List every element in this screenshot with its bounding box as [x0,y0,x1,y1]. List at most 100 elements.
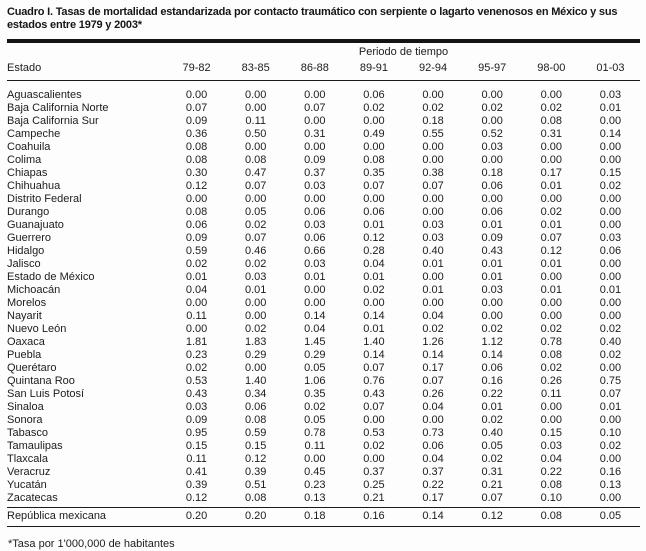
rate-cell: 0.02 [185,362,208,374]
rate-cell: 0.00 [422,141,444,153]
table-title: Cuadro I. Tasas de mortalidad estandariz… [7,6,618,31]
rate-cell: 0.39 [185,479,208,491]
rate-cell: 0.06 [363,206,385,218]
period-column-header: 92-94 [403,60,463,81]
rate-cell: 1.40 [244,375,267,387]
state-name-cell: Guerrero [7,232,52,244]
rate-cell: 0.03 [481,284,503,296]
rate-cell: 0.01 [422,258,444,270]
period-group-row: Periodo de tiempo [7,43,640,60]
rate-cell: 0.14 [403,507,463,527]
table-row: Quintana Roo 0.53 1.40 1.06 0.76 0.07 0.16 0.26… [7,375,640,388]
rate-cell: 0.14 [363,349,385,361]
table-row: Baja California Sur 0.09 0.11 0.00 0.00 0.18 0… [7,115,640,128]
state-name-cell: Yucatán [7,479,47,491]
rate-cell: 0.01 [363,271,385,283]
top-rule [7,39,640,43]
state-name-cell: Sinaloa [7,401,44,413]
rate-cell: 0.02 [363,102,385,114]
rate-cell: 0.00 [599,492,622,504]
rate-cell: 0.00 [481,89,503,101]
rate-cell: 0.00 [422,271,444,283]
rate-cell: 0.40 [422,245,444,257]
period-column-header: 98-00 [521,60,581,81]
rate-cell: 0.08 [185,141,208,153]
rate-cell: 0.41 [185,466,208,478]
rate-cell: 0.20 [167,507,227,527]
rate-cell: 0.12 [244,453,267,465]
rate-cell: 0.02 [481,453,503,465]
table-row: Estado de México 0.01 0.03 0.01 0.01 0.00 0.01… [7,271,640,284]
rate-cell: 0.00 [304,89,326,101]
period-group-header: Periodo de tiempo [358,46,449,58]
rate-cell: 0.15 [540,427,563,439]
rate-cell: 0.03 [422,232,444,244]
table-row: Sinaloa 0.03 0.06 0.02 0.07 0.04 0.01 0.00 0.01 [7,401,640,414]
column-header-row: Estado 79-82 83-85 86-88 89-91 92-94 95-… [7,60,640,81]
table-row: Durango 0.08 0.05 0.06 0.06 0.00 0.06 0.02 0.00 [7,206,640,219]
rate-cell: 0.00 [185,323,208,335]
rate-cell: 0.00 [599,453,622,465]
rate-cell: 0.00 [304,297,326,309]
rate-cell: 0.55 [422,128,444,140]
rate-cell: 0.06 [599,245,622,257]
rate-cell: 0.59 [185,245,208,257]
table-row: Aguascalientes 0.00 0.00 0.00 0.06 0.00 0.00 0.… [7,81,640,103]
rate-cell: 0.00 [185,193,208,205]
rate-cell: 0.01 [481,401,503,413]
rate-cell: 0.00 [422,89,444,101]
rate-cell: 0.02 [540,362,563,374]
rate-cell: 0.17 [422,362,444,374]
rate-cell: 0.15 [599,167,622,179]
rate-cell: 0.01 [363,219,385,231]
table-row: Tabasco 0.95 0.59 0.78 0.53 0.73 0.40 0.15 0.10 [7,427,640,440]
table-row: Zacatecas 0.12 0.08 0.13 0.21 0.17 0.07 0.10 0.0… [7,492,640,508]
state-name-cell: Jalisco [7,258,41,270]
summary-row: República mexicana 0.20 0.20 0.18 0.16 0.14 0.… [7,507,640,527]
rate-cell: 0.02 [599,180,622,192]
rate-cell: 0.02 [363,440,385,452]
rate-cell: 0.00 [244,310,267,322]
rate-cell: 0.03 [244,271,267,283]
rate-cell: 0.31 [481,466,503,478]
rate-cell: 0.26 [422,388,444,400]
table-row: Yucatán 0.39 0.51 0.23 0.25 0.22 0.21 0.08 0.13 [7,479,640,492]
rate-cell: 0.02 [540,206,563,218]
rate-cell: 0.01 [540,219,563,231]
rate-cell: 0.39 [244,466,267,478]
rate-cell: 0.01 [599,102,622,114]
table-header: Periodo de tiempo Estado 79-82 83-85 86-… [7,43,640,81]
state-column-header: Estado [7,60,167,81]
rate-cell: 0.51 [244,479,267,491]
state-name-cell: Nuevo León [7,323,67,335]
rate-cell: 0.00 [540,154,563,166]
rate-cell: 0.14 [481,349,503,361]
rate-cell: 0.09 [185,414,208,426]
rate-cell: 0.00 [363,297,385,309]
state-name-cell: Aguascalientes [7,89,82,101]
rate-cell: 0.12 [363,232,385,244]
table-row: Tamaulipas 0.15 0.15 0.11 0.02 0.06 0.05 0.03 0.… [7,440,640,453]
rate-cell: 0.59 [244,427,267,439]
table-body: Aguascalientes 0.00 0.00 0.00 0.06 0.00 0.00 0.… [7,81,640,508]
rate-cell: 0.23 [185,349,208,361]
rate-cell: 0.00 [599,271,622,283]
rate-cell: 0.23 [304,479,326,491]
rate-cell: 0.07 [363,180,385,192]
rate-cell: 1.40 [363,336,385,348]
rate-cell: 0.07 [304,102,326,114]
rate-cell: 0.17 [422,492,444,504]
rate-cell: 0.35 [304,388,326,400]
rate-cell: 0.06 [481,362,503,374]
rate-cell: 0.09 [481,232,503,244]
rate-cell: 0.00 [244,141,267,153]
rate-cell: 0.00 [304,141,326,153]
table-row: Querétaro 0.02 0.00 0.05 0.07 0.17 0.06 0.02 0.0… [7,362,640,375]
table-row: Veracruz 0.41 0.39 0.45 0.37 0.37 0.31 0.22 0.16 [7,466,640,479]
rate-cell: 0.37 [363,466,385,478]
rate-cell: 0.07 [540,232,563,244]
table-row: Campeche 0.36 0.50 0.31 0.49 0.55 0.52 0.31 0.14 [7,128,640,141]
rate-cell: 0.00 [540,271,563,283]
table-row: Morelos 0.00 0.00 0.00 0.00 0.00 0.00 0.00 0.00 [7,297,640,310]
rate-cell: 0.10 [599,427,622,439]
